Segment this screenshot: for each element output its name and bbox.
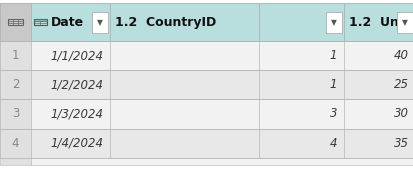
Bar [0,70,413,99]
Text: 1.2  CountryID: 1.2 CountryID [114,16,216,29]
Bar [33,19,47,21]
Text: 3: 3 [12,108,19,120]
Text: 2: 2 [12,78,19,91]
Bar [0,70,31,99]
Text: ▼: ▼ [330,18,336,27]
Bar [0,70,413,99]
Text: 1: 1 [12,49,19,62]
Bar [0,158,31,165]
Bar [0,99,413,129]
Text: 4: 4 [329,137,337,150]
Bar [0,129,413,158]
Text: ▼: ▼ [401,18,407,27]
Bar [0,99,31,129]
Bar [396,12,412,33]
Bar [8,19,22,25]
Text: 3: 3 [329,108,337,120]
Text: Date: Date [51,16,84,29]
Bar [0,129,31,158]
Text: 1.2  Units: 1.2 Units [348,16,413,29]
Text: 40: 40 [393,49,408,62]
Bar [0,41,413,70]
Bar [0,3,31,41]
Bar [0,99,413,129]
Bar [0,3,413,41]
Text: 4: 4 [12,137,19,150]
Bar [0,129,413,158]
Bar [0,3,413,41]
Text: 1: 1 [329,49,337,62]
Text: ▼: ▼ [97,18,102,27]
Text: 1/2/2024: 1/2/2024 [50,78,103,91]
Bar [0,41,31,70]
Text: 30: 30 [393,108,408,120]
Text: 1: 1 [329,78,337,91]
Text: 35: 35 [393,137,408,150]
Bar [31,158,413,165]
Text: 1/3/2024: 1/3/2024 [50,108,103,120]
Bar [92,12,107,33]
Bar [0,41,413,70]
Text: 1/4/2024: 1/4/2024 [50,137,103,150]
Bar [33,19,47,25]
Text: 1/1/2024: 1/1/2024 [50,49,103,62]
Text: 25: 25 [393,78,408,91]
Bar [325,12,341,33]
